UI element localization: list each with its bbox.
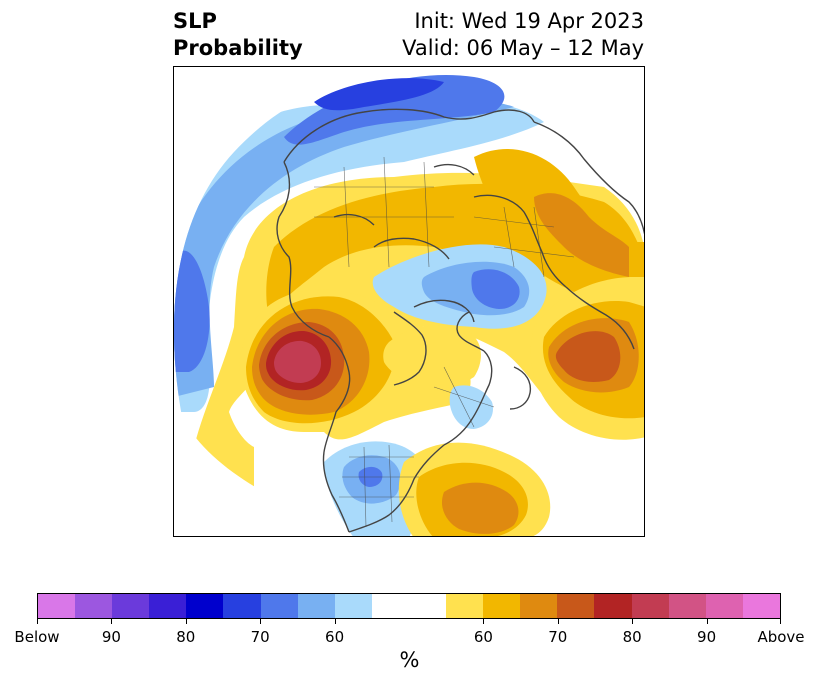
- asia-rust: [555, 331, 621, 382]
- colorbar-tick-label: 90: [697, 628, 717, 646]
- colorbar-tick-label: Below: [14, 628, 60, 646]
- colorbar-segment: [75, 594, 113, 618]
- colorbar-tick: [706, 619, 708, 624]
- colorbar-segment: [742, 594, 780, 618]
- colorbar-segment: [186, 594, 224, 618]
- colorbar-segment: [223, 594, 261, 618]
- arctic-blue-deep: [314, 78, 444, 111]
- hudson-blue: [449, 385, 494, 429]
- init-date: Init: Wed 19 Apr 2023: [414, 9, 644, 33]
- valid-range: Valid: 06 May – 12 May: [402, 36, 644, 60]
- greenland-yellow: [383, 325, 481, 390]
- colorbar-segment: [557, 594, 595, 618]
- siberia-orange: [534, 193, 629, 277]
- colorbar-segment: [334, 594, 372, 618]
- colorbar-tick: [260, 619, 262, 624]
- probability-map: [173, 66, 645, 537]
- colorbar-segment: [520, 594, 558, 618]
- aleutian-blue-core: [174, 250, 210, 372]
- forecast-dates: Init: Wed 19 Apr 2023 Valid: 06 May – 12…: [402, 8, 644, 62]
- colorbar-segment: [631, 594, 669, 618]
- colorbar-tick: [334, 619, 336, 624]
- coastlines: [276, 108, 644, 533]
- chart-title: SLP Probability: [173, 8, 303, 62]
- colorbar-tick-label: 70: [250, 628, 270, 646]
- colorbar-tick-label: 60: [473, 628, 493, 646]
- colorbar-tick-label: 80: [622, 628, 642, 646]
- colorbar-segment: [149, 594, 187, 618]
- colorbar-tick: [780, 619, 781, 624]
- atlantic-orange: [441, 482, 519, 534]
- borders: [314, 156, 575, 528]
- colorbar-segment: [371, 594, 447, 618]
- arctic-blue-strong-blob: [471, 269, 520, 309]
- colorbar-segment: [260, 594, 298, 618]
- colorbar-segment: [594, 594, 632, 618]
- pacific-blue-band-mid: [174, 99, 514, 398]
- colorbar-tick-label: 80: [176, 628, 196, 646]
- colorbar-segment: [112, 594, 150, 618]
- colorbar-tick: [632, 619, 634, 624]
- map-canvas: [174, 69, 644, 536]
- title-line-2: Probability: [173, 36, 303, 60]
- colorbar-tick-label: Above: [757, 628, 805, 646]
- colorbar-tick: [185, 619, 187, 624]
- ne-pacific-crimson-core: [274, 340, 321, 383]
- colorbar-ticks: [37, 619, 781, 631]
- colorbar-tick-label: 90: [101, 628, 121, 646]
- colorbar-segment: [38, 594, 76, 618]
- colorbar-segment: [446, 594, 484, 618]
- colorbar: [37, 593, 781, 619]
- colorbar-tick-label: 60: [325, 628, 345, 646]
- colorbar-tick: [111, 619, 113, 624]
- colorbar-tick-label: 70: [548, 628, 568, 646]
- colorbar-segment: [705, 594, 743, 618]
- colorbar-segment: [483, 594, 521, 618]
- colorbar-segment: [668, 594, 706, 618]
- colorbar-tick: [37, 619, 38, 624]
- colorbar-segment: [297, 594, 335, 618]
- colorbar-tick: [557, 619, 559, 624]
- title-line-1: SLP: [173, 9, 217, 33]
- colorbar-tick: [483, 619, 485, 624]
- colorbar-unit: %: [399, 648, 420, 672]
